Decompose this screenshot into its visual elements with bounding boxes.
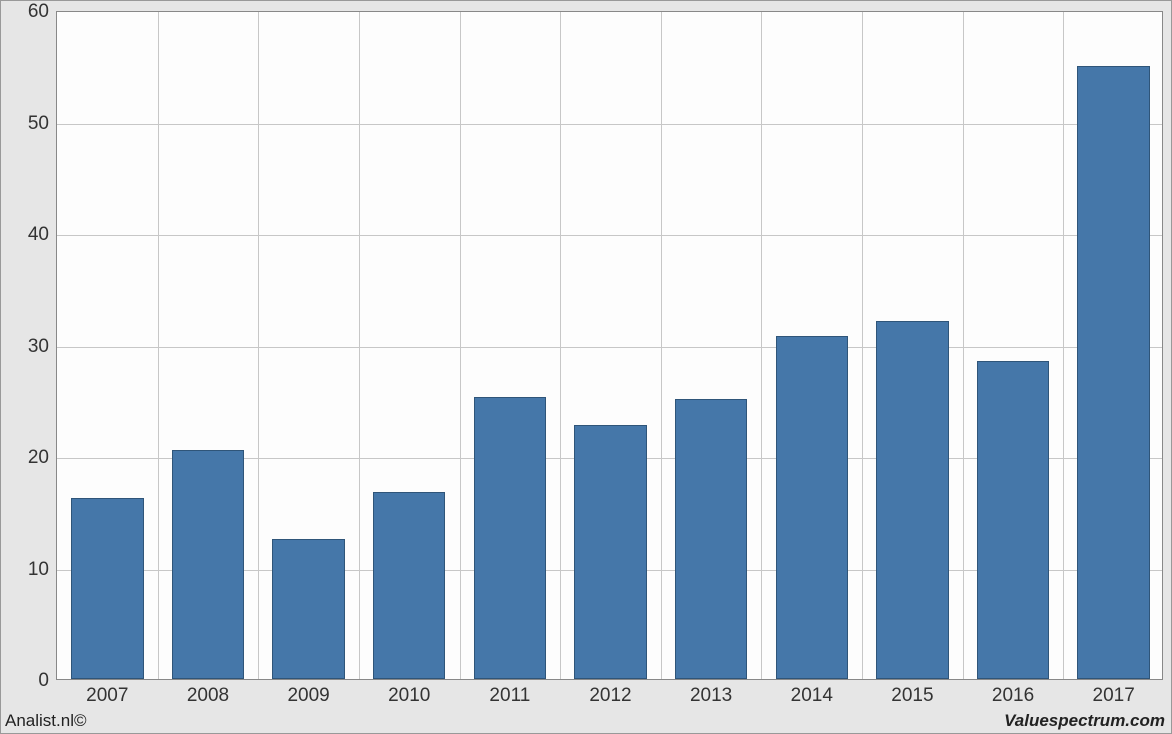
y-tick-label: 60	[28, 1, 57, 23]
bar	[272, 539, 344, 679]
gridline-vertical	[460, 12, 461, 679]
x-tick-label: 2017	[1093, 679, 1135, 707]
x-tick-label: 2014	[791, 679, 833, 707]
x-tick-label: 2010	[388, 679, 430, 707]
bar	[172, 450, 244, 679]
bar	[373, 492, 445, 679]
gridline-horizontal	[57, 124, 1162, 125]
y-tick-label: 50	[28, 113, 57, 135]
gridline-vertical	[963, 12, 964, 679]
gridline-vertical	[661, 12, 662, 679]
y-tick-label: 20	[28, 447, 57, 469]
bar	[675, 399, 747, 679]
gridline-horizontal	[57, 235, 1162, 236]
x-tick-label: 2011	[489, 679, 530, 707]
y-tick-label: 10	[28, 559, 57, 581]
y-tick-label: 0	[38, 670, 57, 692]
x-tick-label: 2009	[287, 679, 329, 707]
bar	[474, 397, 546, 679]
x-tick-label: 2013	[690, 679, 732, 707]
gridline-vertical	[258, 12, 259, 679]
x-tick-label: 2007	[86, 679, 128, 707]
gridline-vertical	[158, 12, 159, 679]
bar	[876, 321, 948, 679]
bar	[776, 336, 848, 679]
y-tick-label: 30	[28, 336, 57, 358]
x-tick-label: 2016	[992, 679, 1034, 707]
bar	[1077, 66, 1149, 679]
bar	[574, 425, 646, 679]
x-tick-label: 2008	[187, 679, 229, 707]
gridline-vertical	[560, 12, 561, 679]
gridline-horizontal	[57, 347, 1162, 348]
gridline-vertical	[761, 12, 762, 679]
x-tick-label: 2015	[891, 679, 933, 707]
gridline-vertical	[359, 12, 360, 679]
x-tick-label: 2012	[589, 679, 631, 707]
footer-left-text: Analist.nl©	[5, 711, 87, 731]
bar	[977, 361, 1049, 679]
plot-area: 0102030405060200720082009201020112012201…	[56, 11, 1163, 680]
gridline-vertical	[862, 12, 863, 679]
bar	[71, 498, 143, 679]
footer-right-text: Valuespectrum.com	[1004, 711, 1165, 731]
y-tick-label: 40	[28, 224, 57, 246]
chart-frame: 0 10 20 30 40 50 60 2007 2008 2009 2010 2011 2012 201…	[0, 0, 1172, 734]
gridline-vertical	[1063, 12, 1064, 679]
